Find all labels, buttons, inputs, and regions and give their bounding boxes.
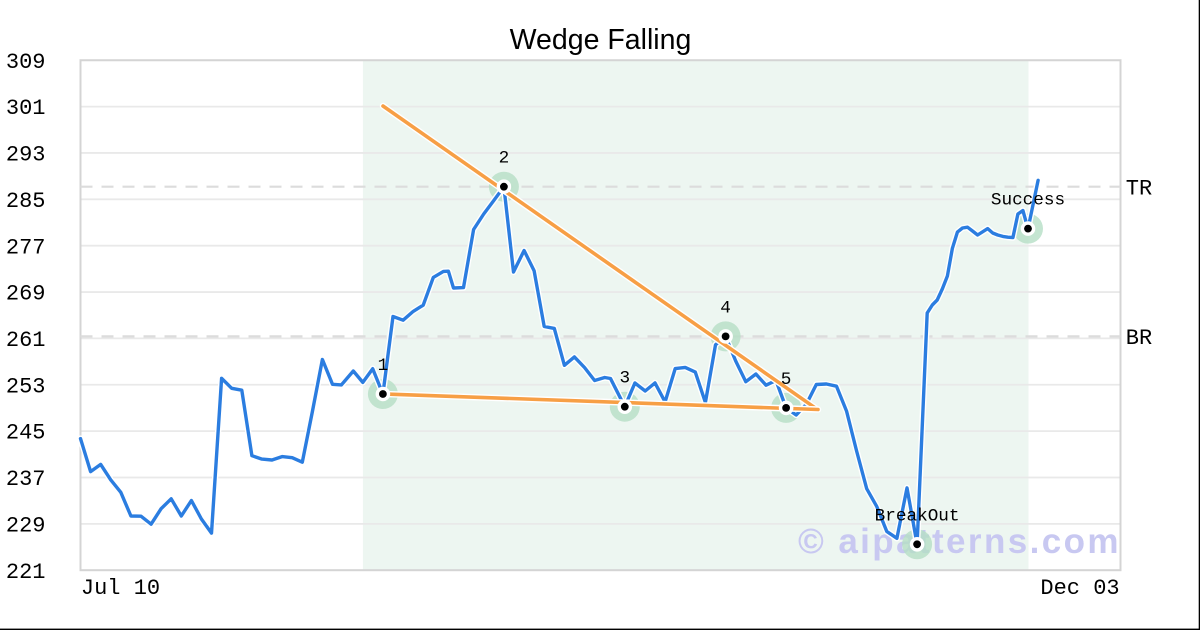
svg-text:5: 5 <box>781 370 792 390</box>
svg-text:309: 309 <box>6 50 46 75</box>
svg-text:237: 237 <box>6 467 46 492</box>
svg-text:Jul 10: Jul 10 <box>81 576 160 601</box>
svg-text:277: 277 <box>6 235 46 260</box>
svg-text:253: 253 <box>6 374 46 399</box>
svg-text:TR: TR <box>1126 176 1152 201</box>
svg-text:Dec 03: Dec 03 <box>1040 576 1119 601</box>
svg-text:293: 293 <box>6 143 46 168</box>
svg-text:261: 261 <box>6 328 46 353</box>
svg-text:229: 229 <box>6 513 46 538</box>
svg-text:1: 1 <box>378 356 389 376</box>
svg-text:3: 3 <box>619 369 630 389</box>
svg-text:4: 4 <box>720 298 731 318</box>
svg-text:© aipatterns.com: © aipatterns.com <box>798 522 1121 561</box>
svg-text:Wedge Falling: Wedge Falling <box>510 24 692 56</box>
svg-text:BR: BR <box>1126 326 1152 351</box>
svg-text:285: 285 <box>6 189 46 214</box>
svg-text:269: 269 <box>6 282 46 307</box>
svg-text:2: 2 <box>499 149 510 169</box>
svg-text:301: 301 <box>6 96 46 121</box>
svg-text:Success: Success <box>991 191 1065 211</box>
svg-text:221: 221 <box>6 560 46 585</box>
svg-text:245: 245 <box>6 421 46 446</box>
svg-text:BreakOut: BreakOut <box>875 506 960 526</box>
